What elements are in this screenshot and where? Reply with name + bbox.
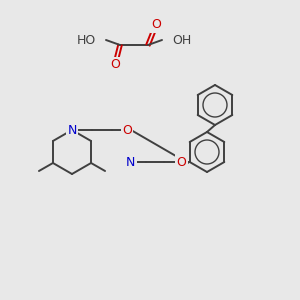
Text: O: O	[151, 19, 161, 32]
Text: N: N	[126, 155, 135, 169]
Text: O: O	[122, 124, 132, 136]
Text: O: O	[177, 155, 187, 169]
Text: HO: HO	[77, 34, 96, 46]
Text: N: N	[126, 155, 135, 169]
Text: OH: OH	[172, 34, 191, 46]
Text: O: O	[110, 58, 120, 71]
Text: N: N	[67, 124, 77, 136]
